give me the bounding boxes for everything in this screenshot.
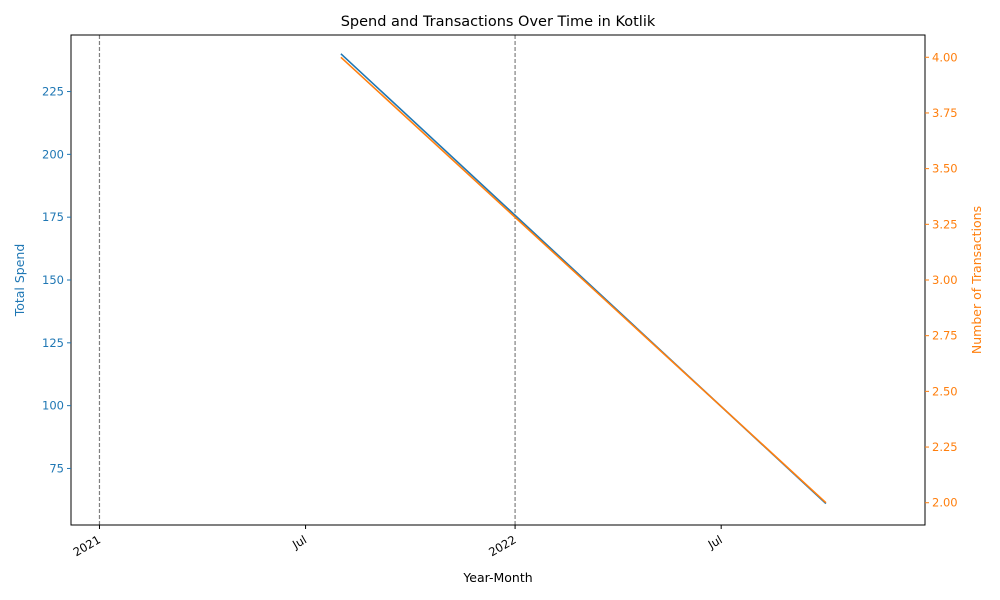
y-right-tick-label: 2.50	[932, 384, 958, 398]
y-right-tick-label: 2.25	[932, 440, 958, 454]
y-left-tick-label: 200	[42, 147, 64, 161]
y-left-tick-label: 225	[42, 85, 64, 99]
x-tick-label: Jul	[705, 532, 725, 552]
y-right-tick-label: 3.75	[932, 106, 958, 120]
x-tick-label: Jul	[289, 532, 309, 552]
y-left-axis-ticks: 75 100 125 150 175 200 225	[42, 85, 71, 475]
y-left-tick-label: 75	[49, 461, 64, 475]
y-left-tick-label: 150	[42, 273, 64, 287]
vertical-reference-lines	[98, 35, 516, 525]
y-left-axis-label: Total Spend	[12, 244, 27, 318]
y-right-axis-label: Number of Transactions	[969, 206, 984, 354]
y-right-tick-label: 3.50	[932, 162, 958, 176]
y-right-tick-label: 3.00	[932, 273, 958, 287]
y-right-tick-label: 2.75	[932, 329, 958, 343]
y-left-tick-label: 100	[42, 399, 64, 413]
y-left-tick-label: 125	[42, 336, 64, 350]
series-line-right	[340, 56, 827, 504]
y-right-tick-label: 2.00	[932, 496, 958, 510]
series-lines	[340, 53, 827, 505]
y-right-tick-label: 3.25	[932, 217, 958, 231]
y-right-tick-label: 4.00	[932, 50, 958, 64]
x-axis-label: Year-Month	[462, 570, 532, 585]
chart-title: Spend and Transactions Over Time in Kotl…	[341, 14, 656, 30]
y-right-axis-ticks: 2.00 2.25 2.50 2.75 3.00 3.25 3.50 3.75 4.00	[925, 50, 958, 510]
y-left-tick-label: 175	[42, 210, 64, 224]
